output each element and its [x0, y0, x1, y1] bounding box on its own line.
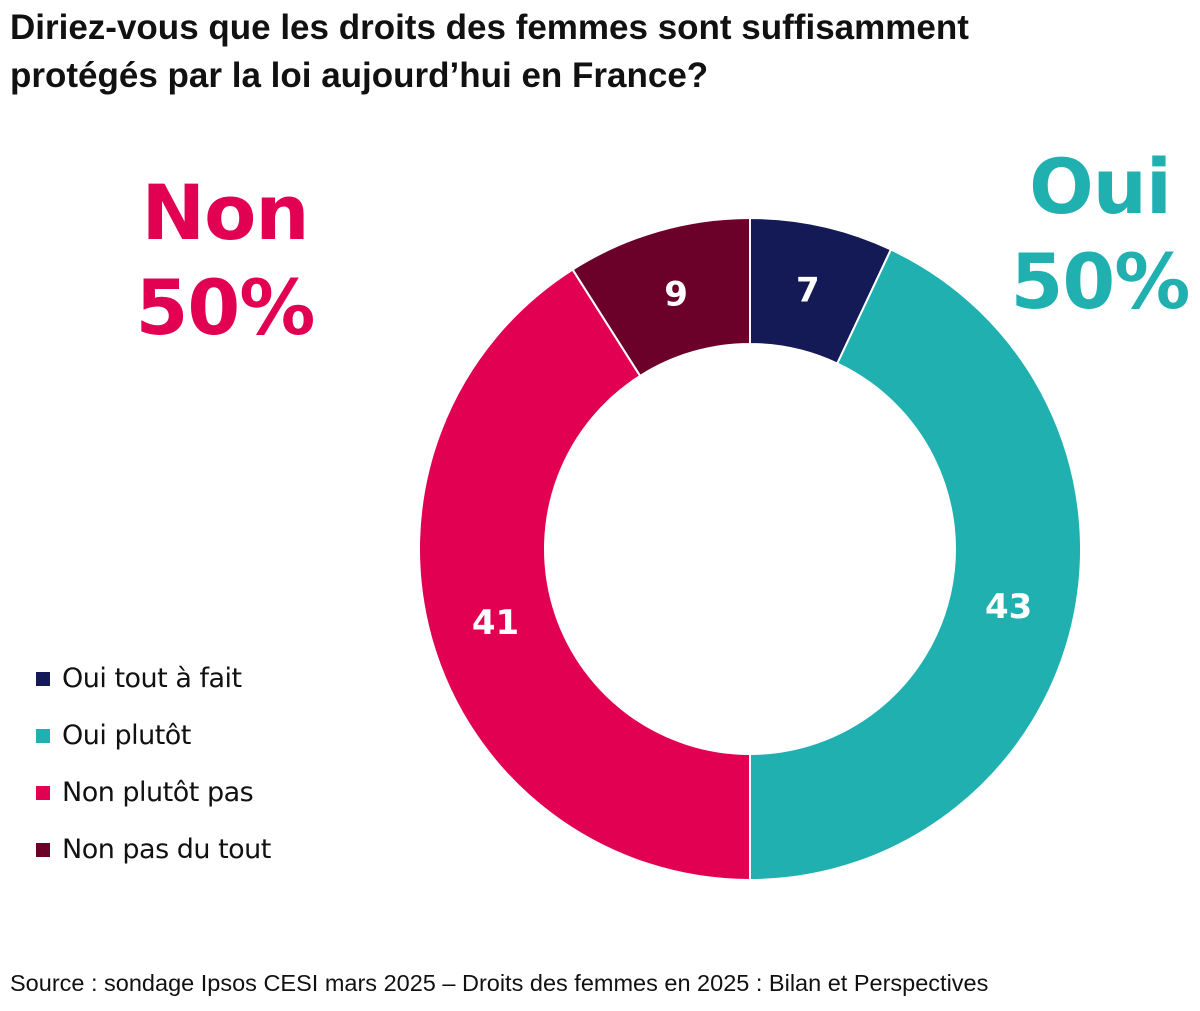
legend-label: Non pas du tout — [62, 834, 271, 865]
donut-slice-3 — [418, 268, 751, 882]
non-summary-word: Non — [141, 168, 310, 257]
source-note: Source : sondage Ipsos CESI mars 2025 – … — [10, 970, 989, 996]
donut-data-label-4: 9 — [664, 275, 688, 315]
donut-slice-4 — [571, 216, 751, 378]
legend-label: Oui plutôt — [62, 720, 191, 751]
chart-legend: Oui tout à fait Oui plutôt Non plutôt pas N… — [36, 650, 271, 878]
legend-label: Non plutôt pas — [62, 777, 254, 808]
legend-label: Oui tout à fait — [62, 663, 242, 694]
legend-swatch — [36, 785, 50, 800]
oui-summary-percent: 50% — [1010, 237, 1191, 326]
legend-item: Non plutôt pas — [36, 764, 271, 821]
legend-item: Non pas du tout — [36, 821, 271, 878]
oui-summary: Oui 50% — [1005, 142, 1195, 332]
legend-swatch — [36, 671, 50, 686]
legend-swatch — [36, 842, 50, 857]
donut-data-label-1: 7 — [796, 270, 820, 310]
chart-title-line-1: Diriez-vous que les droits des femmes so… — [10, 8, 969, 47]
chart-title-line-2: protégés par la loi aujourd’hui en Franc… — [10, 56, 709, 95]
donut-slice-2 — [749, 248, 1082, 882]
donut-data-label-3: 41 — [472, 603, 519, 643]
chart-title: Diriez-vous que les droits des femmes so… — [10, 4, 1110, 100]
oui-summary-word: Oui — [1029, 142, 1172, 231]
legend-swatch — [36, 728, 50, 743]
non-summary-percent: 50% — [135, 263, 316, 352]
non-summary: Non 50% — [130, 168, 320, 358]
donut-data-label-2: 43 — [985, 587, 1032, 627]
donut-data-labels: 7 43 41 9 — [472, 270, 1032, 643]
legend-item: Oui plutôt — [36, 707, 271, 764]
legend-item: Oui tout à fait — [36, 650, 271, 707]
donut-slices — [418, 216, 1082, 882]
